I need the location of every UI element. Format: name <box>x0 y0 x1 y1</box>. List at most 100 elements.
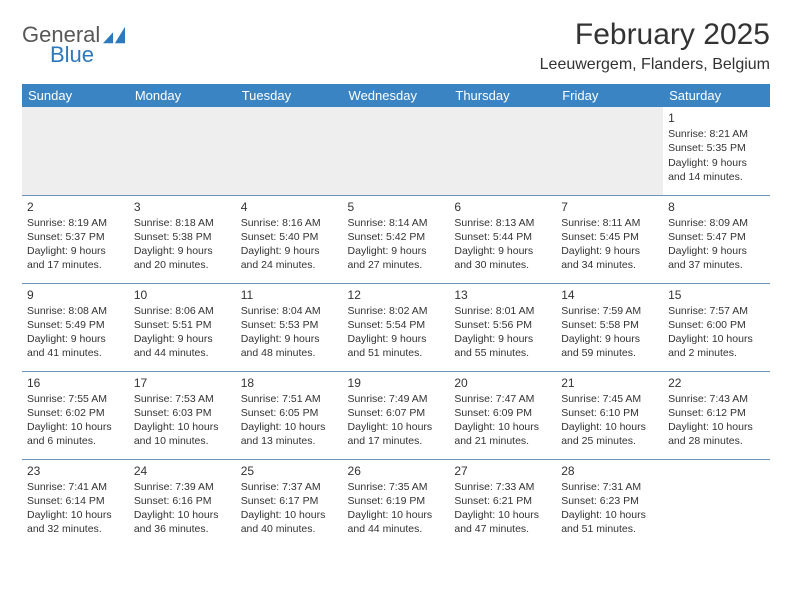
cell-text: Sunrise: 8:01 AM <box>454 304 551 318</box>
cell-text: Sunset: 6:03 PM <box>134 406 231 420</box>
cell-text: Sunset: 6:23 PM <box>561 494 658 508</box>
cell-text: Sunrise: 8:04 AM <box>241 304 338 318</box>
cell-text: Sunset: 5:38 PM <box>134 230 231 244</box>
cell-text: Sunset: 5:37 PM <box>27 230 124 244</box>
day-cell: 21Sunrise: 7:45 AMSunset: 6:10 PMDayligh… <box>556 371 663 459</box>
cell-text: Daylight: 9 hours <box>134 332 231 346</box>
day-cell: 20Sunrise: 7:47 AMSunset: 6:09 PMDayligh… <box>449 371 556 459</box>
day-cell: 3Sunrise: 8:18 AMSunset: 5:38 PMDaylight… <box>129 195 236 283</box>
day-cell <box>22 107 129 195</box>
cell-text: Daylight: 9 hours <box>27 244 124 258</box>
cell-text: Daylight: 9 hours <box>668 156 765 170</box>
cell-text: Sunset: 6:05 PM <box>241 406 338 420</box>
month-title: February 2025 <box>540 18 770 52</box>
cell-text: Sunrise: 7:37 AM <box>241 480 338 494</box>
day-number: 13 <box>454 287 551 303</box>
day-number: 8 <box>668 199 765 215</box>
day-cell: 1Sunrise: 8:21 AMSunset: 5:35 PMDaylight… <box>663 107 770 195</box>
calendar-body: 1Sunrise: 8:21 AMSunset: 5:35 PMDaylight… <box>22 107 770 547</box>
day-number: 15 <box>668 287 765 303</box>
cell-text: Daylight: 10 hours <box>27 420 124 434</box>
brand-logo: General Blue <box>22 22 125 68</box>
day-number: 2 <box>27 199 124 215</box>
cell-text: Sunset: 5:49 PM <box>27 318 124 332</box>
cell-text: Sunrise: 7:47 AM <box>454 392 551 406</box>
cell-text: and 51 minutes. <box>561 522 658 536</box>
day-cell: 28Sunrise: 7:31 AMSunset: 6:23 PMDayligh… <box>556 459 663 547</box>
cell-text: Sunset: 6:19 PM <box>348 494 445 508</box>
cell-text: Sunrise: 8:18 AM <box>134 216 231 230</box>
day-header: Thursday <box>449 84 556 107</box>
cell-text: and 20 minutes. <box>134 258 231 272</box>
cell-text: Sunrise: 8:08 AM <box>27 304 124 318</box>
cell-text: Daylight: 9 hours <box>668 244 765 258</box>
cell-text: Sunrise: 7:43 AM <box>668 392 765 406</box>
cell-text: Sunset: 6:21 PM <box>454 494 551 508</box>
day-cell: 6Sunrise: 8:13 AMSunset: 5:44 PMDaylight… <box>449 195 556 283</box>
day-number: 16 <box>27 375 124 391</box>
day-number: 12 <box>348 287 445 303</box>
cell-text: Sunset: 5:53 PM <box>241 318 338 332</box>
cell-text: and 37 minutes. <box>668 258 765 272</box>
week-row: 16Sunrise: 7:55 AMSunset: 6:02 PMDayligh… <box>22 371 770 459</box>
day-cell <box>236 107 343 195</box>
logo-text-blue: Blue <box>50 42 94 68</box>
day-cell: 24Sunrise: 7:39 AMSunset: 6:16 PMDayligh… <box>129 459 236 547</box>
week-row: 2Sunrise: 8:19 AMSunset: 5:37 PMDaylight… <box>22 195 770 283</box>
page-header: General Blue February 2025 Leeuwergem, F… <box>22 18 770 74</box>
cell-text: and 6 minutes. <box>27 434 124 448</box>
cell-text: Daylight: 9 hours <box>241 244 338 258</box>
cell-text: and 13 minutes. <box>241 434 338 448</box>
day-header: Friday <box>556 84 663 107</box>
day-header: Tuesday <box>236 84 343 107</box>
day-number: 28 <box>561 463 658 479</box>
cell-text: Sunrise: 7:45 AM <box>561 392 658 406</box>
cell-text: Daylight: 9 hours <box>561 244 658 258</box>
cell-text: Sunrise: 7:59 AM <box>561 304 658 318</box>
cell-text: Sunrise: 7:41 AM <box>27 480 124 494</box>
cell-text: Sunrise: 7:53 AM <box>134 392 231 406</box>
day-number: 19 <box>348 375 445 391</box>
cell-text: Sunset: 5:35 PM <box>668 141 765 155</box>
cell-text: and 24 minutes. <box>241 258 338 272</box>
cell-text: Sunrise: 8:19 AM <box>27 216 124 230</box>
day-cell: 9Sunrise: 8:08 AMSunset: 5:49 PMDaylight… <box>22 283 129 371</box>
cell-text: and 2 minutes. <box>668 346 765 360</box>
day-number: 18 <box>241 375 338 391</box>
location-text: Leeuwergem, Flanders, Belgium <box>540 56 770 74</box>
day-cell: 25Sunrise: 7:37 AMSunset: 6:17 PMDayligh… <box>236 459 343 547</box>
day-cell: 4Sunrise: 8:16 AMSunset: 5:40 PMDaylight… <box>236 195 343 283</box>
day-number: 17 <box>134 375 231 391</box>
cell-text: Sunrise: 7:49 AM <box>348 392 445 406</box>
day-number: 21 <box>561 375 658 391</box>
cell-text: Sunrise: 7:33 AM <box>454 480 551 494</box>
day-header: Saturday <box>663 84 770 107</box>
day-cell: 23Sunrise: 7:41 AMSunset: 6:14 PMDayligh… <box>22 459 129 547</box>
cell-text: Daylight: 9 hours <box>454 244 551 258</box>
cell-text: Sunset: 6:16 PM <box>134 494 231 508</box>
day-cell: 17Sunrise: 7:53 AMSunset: 6:03 PMDayligh… <box>129 371 236 459</box>
cell-text: Sunset: 5:58 PM <box>561 318 658 332</box>
cell-text: Sunrise: 8:06 AM <box>134 304 231 318</box>
cell-text: Daylight: 10 hours <box>668 420 765 434</box>
day-number: 24 <box>134 463 231 479</box>
cell-text: Daylight: 10 hours <box>561 420 658 434</box>
cell-text: Sunrise: 7:31 AM <box>561 480 658 494</box>
cell-text: and 28 minutes. <box>668 434 765 448</box>
day-number: 23 <box>27 463 124 479</box>
cell-text: and 55 minutes. <box>454 346 551 360</box>
title-block: February 2025 Leeuwergem, Flanders, Belg… <box>540 18 770 74</box>
day-number: 14 <box>561 287 658 303</box>
day-cell: 19Sunrise: 7:49 AMSunset: 6:07 PMDayligh… <box>343 371 450 459</box>
cell-text: Sunset: 5:44 PM <box>454 230 551 244</box>
cell-text: and 51 minutes. <box>348 346 445 360</box>
cell-text: Sunrise: 8:09 AM <box>668 216 765 230</box>
cell-text: Sunrise: 7:51 AM <box>241 392 338 406</box>
day-cell: 11Sunrise: 8:04 AMSunset: 5:53 PMDayligh… <box>236 283 343 371</box>
day-cell: 12Sunrise: 8:02 AMSunset: 5:54 PMDayligh… <box>343 283 450 371</box>
cell-text: Sunset: 6:02 PM <box>27 406 124 420</box>
cell-text: and 27 minutes. <box>348 258 445 272</box>
cell-text: Daylight: 10 hours <box>668 332 765 346</box>
cell-text: Sunrise: 7:55 AM <box>27 392 124 406</box>
day-cell: 13Sunrise: 8:01 AMSunset: 5:56 PMDayligh… <box>449 283 556 371</box>
